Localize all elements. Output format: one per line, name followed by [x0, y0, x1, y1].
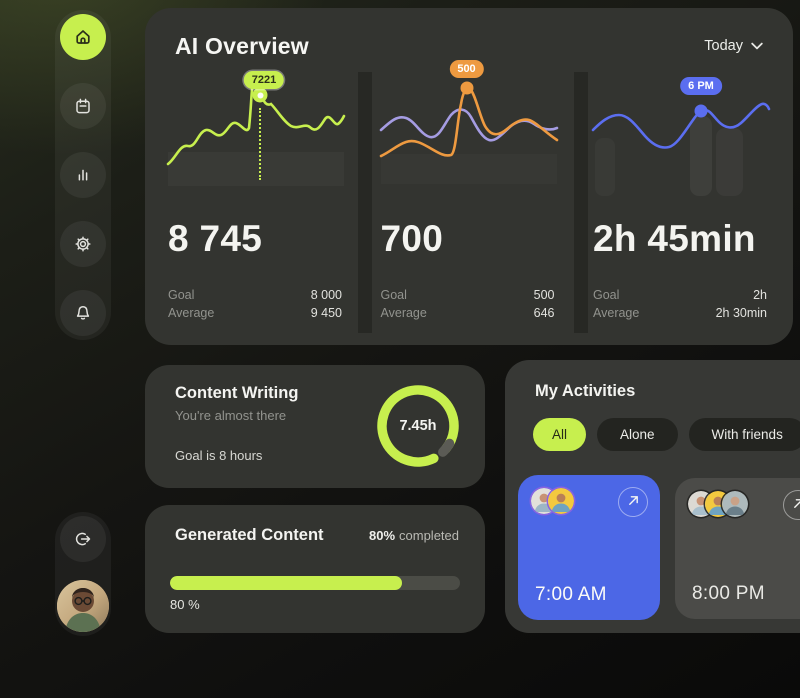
- stat-value: 700: [380, 218, 444, 259]
- progress-bar-label: 80 %: [170, 597, 200, 612]
- completed-text: 80% completed: [369, 528, 459, 543]
- goal-value: 500: [533, 288, 555, 302]
- chart-tooltip: 500: [449, 60, 484, 78]
- goal-row: Goal 2h: [593, 286, 767, 304]
- logout-button[interactable]: [60, 516, 106, 562]
- participant-avatars: [531, 488, 574, 514]
- stat-writing: 7221 8 745 Goal 8 000 Average 9 450: [166, 68, 346, 337]
- generated-content-card: Generated Content 80% completed 80 %: [145, 505, 485, 633]
- page-title: AI Overview: [175, 33, 309, 59]
- activity-time: 7:00 AM: [535, 584, 607, 605]
- sparkline-time: 6 PM: [591, 68, 771, 196]
- my-activities-card: My Activities All Alone With friends 7:0…: [505, 360, 800, 633]
- activity-tile-8pm[interactable]: 8:00 PM: [675, 478, 800, 619]
- card-title: Generated Content: [175, 526, 324, 544]
- goal-label: Goal: [168, 288, 195, 302]
- goal-label: Goal: [380, 288, 407, 302]
- content-writing-card: Content Writing You're almost there Goal…: [145, 365, 485, 488]
- period-label: Today: [704, 38, 743, 54]
- chart-tooltip: 6 PM: [680, 77, 722, 95]
- average-row: Average 9 450: [168, 304, 342, 322]
- calendar-icon: [73, 96, 93, 116]
- progress-bar-fill: [170, 576, 402, 590]
- stat-value: 2h 45min: [593, 218, 756, 259]
- sidebar-item-settings[interactable]: [60, 221, 106, 267]
- card-title: Content Writing: [175, 384, 299, 402]
- stat-details: Goal 2h Average 2h 30min: [593, 286, 767, 322]
- average-row: Average 2h 30min: [593, 304, 767, 322]
- goal-value: 8 000: [310, 288, 342, 302]
- gear-icon: [73, 234, 93, 254]
- stat-details: Goal 8 000 Average 9 450: [168, 286, 342, 322]
- participant-avatar: [548, 488, 574, 514]
- card-subtitle: You're almost there: [175, 408, 287, 423]
- progress-ring: 7.45h: [375, 383, 461, 469]
- period-selector[interactable]: Today: [704, 38, 763, 54]
- average-value: 2h 30min: [715, 306, 767, 320]
- stat-value: 8 745: [168, 218, 263, 259]
- sidebar-footer: [55, 512, 111, 636]
- logout-icon: [73, 529, 93, 549]
- chart-tooltip: 7221: [243, 71, 285, 89]
- column-divider: [574, 72, 588, 333]
- arrow-up-right-icon: [627, 494, 640, 510]
- chart-marker: [252, 87, 268, 103]
- arrow-up-right-icon: [792, 497, 800, 513]
- card-title: My Activities: [535, 382, 636, 400]
- bell-icon: [73, 303, 93, 323]
- sidebar-item-home[interactable]: [60, 14, 106, 60]
- goal-text: Goal is 8 hours: [175, 448, 263, 463]
- progress-ring-label: 7.45h: [399, 418, 437, 434]
- open-activity-button[interactable]: [783, 490, 800, 520]
- card-header: Generated Content 80% completed: [175, 526, 459, 545]
- stat-details: Goal 500 Average 646: [381, 286, 555, 322]
- sidebar-nav: [55, 10, 111, 340]
- avatar[interactable]: [57, 580, 109, 632]
- stat-generated: 500 700 Goal 500 Average 646: [379, 60, 558, 337]
- filter-alone[interactable]: Alone: [597, 418, 678, 451]
- sidebar-item-calendar[interactable]: [60, 83, 106, 129]
- participant-avatars: [688, 491, 748, 517]
- average-value: 9 450: [310, 306, 342, 320]
- activity-time: 8:00 PM: [692, 583, 765, 604]
- average-value: 646: [533, 306, 555, 320]
- goal-label: Goal: [593, 288, 620, 302]
- completed-percent: 80%: [368, 528, 396, 543]
- open-activity-button[interactable]: [618, 487, 648, 517]
- goal-row: Goal 500: [381, 286, 555, 304]
- progress-ring-fill: [377, 385, 459, 467]
- sparkline-generated: 500: [379, 60, 558, 196]
- chevron-down-icon: [751, 38, 763, 54]
- sidebar-item-statistics[interactable]: [60, 152, 106, 198]
- filter-all[interactable]: All: [533, 418, 587, 451]
- overview-header: AI Overview Today: [175, 33, 763, 60]
- chart-marker: [694, 104, 708, 118]
- stat-time: 6 PM 2h 45min Goal 2h Average 2h 30min: [591, 68, 771, 337]
- activity-filters: All Alone With friends: [533, 418, 800, 451]
- tooltip-dotline: [259, 108, 261, 180]
- filter-with-friends[interactable]: With friends: [688, 418, 800, 451]
- progress-bar: [170, 576, 460, 590]
- goal-value: 2h: [753, 288, 767, 302]
- average-label: Average: [168, 306, 215, 320]
- sparkline-writing: 7221: [166, 68, 346, 196]
- participant-avatar: [722, 491, 748, 517]
- activity-tile-7am[interactable]: 7:00 AM: [518, 475, 660, 620]
- sidebar-item-notifications[interactable]: [60, 290, 106, 336]
- chart-marker: [460, 81, 473, 95]
- overview-card: AI Overview Today 7221: [145, 8, 793, 345]
- goal-row: Goal 8 000: [168, 286, 342, 304]
- column-divider: [358, 72, 372, 333]
- average-label: Average: [380, 306, 427, 320]
- stats-columns: 7221 8 745 Goal 8 000 Average 9 450: [166, 60, 771, 337]
- progress-ring-remainder: [377, 385, 459, 467]
- completed-word: completed: [399, 528, 459, 543]
- average-row: Average 646: [381, 304, 555, 322]
- statistics-icon: [73, 165, 93, 185]
- average-label: Average: [593, 306, 640, 320]
- home-icon: [73, 27, 93, 47]
